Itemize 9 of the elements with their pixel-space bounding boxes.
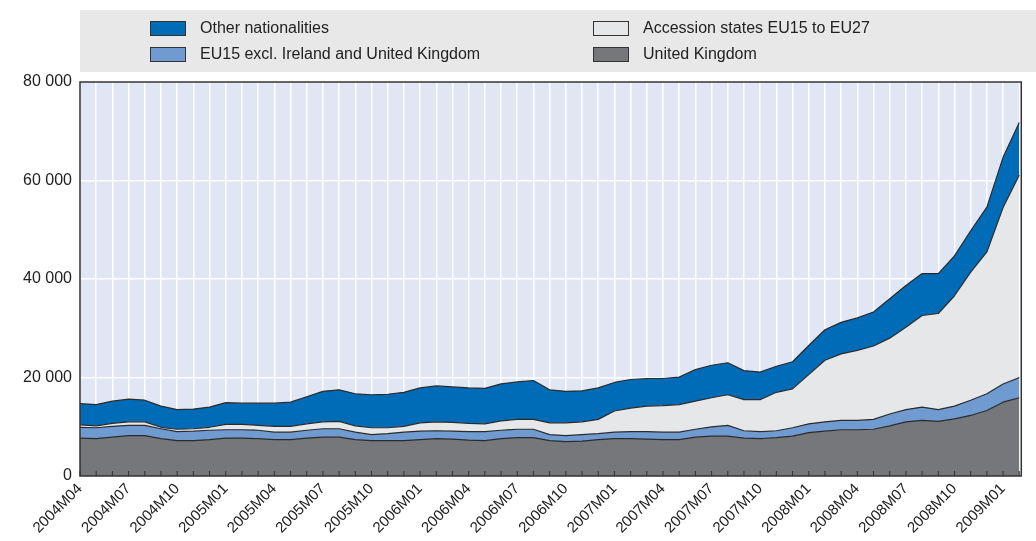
legend-label: United Kingdom [643,45,757,63]
y-tick-label: 20 000 [23,367,73,385]
legend-label: EU15 excl. Ireland and United Kingdom [200,45,481,63]
y-tick-label: 60 000 [23,170,73,188]
legend-label: Other nationalities [200,19,329,37]
y-tick-label: 40 000 [23,269,73,287]
legend-label: Accession states EU15 to EU27 [643,19,870,37]
y-tick-label: 80 000 [23,72,73,90]
y-tick-label: 0 [63,466,73,484]
